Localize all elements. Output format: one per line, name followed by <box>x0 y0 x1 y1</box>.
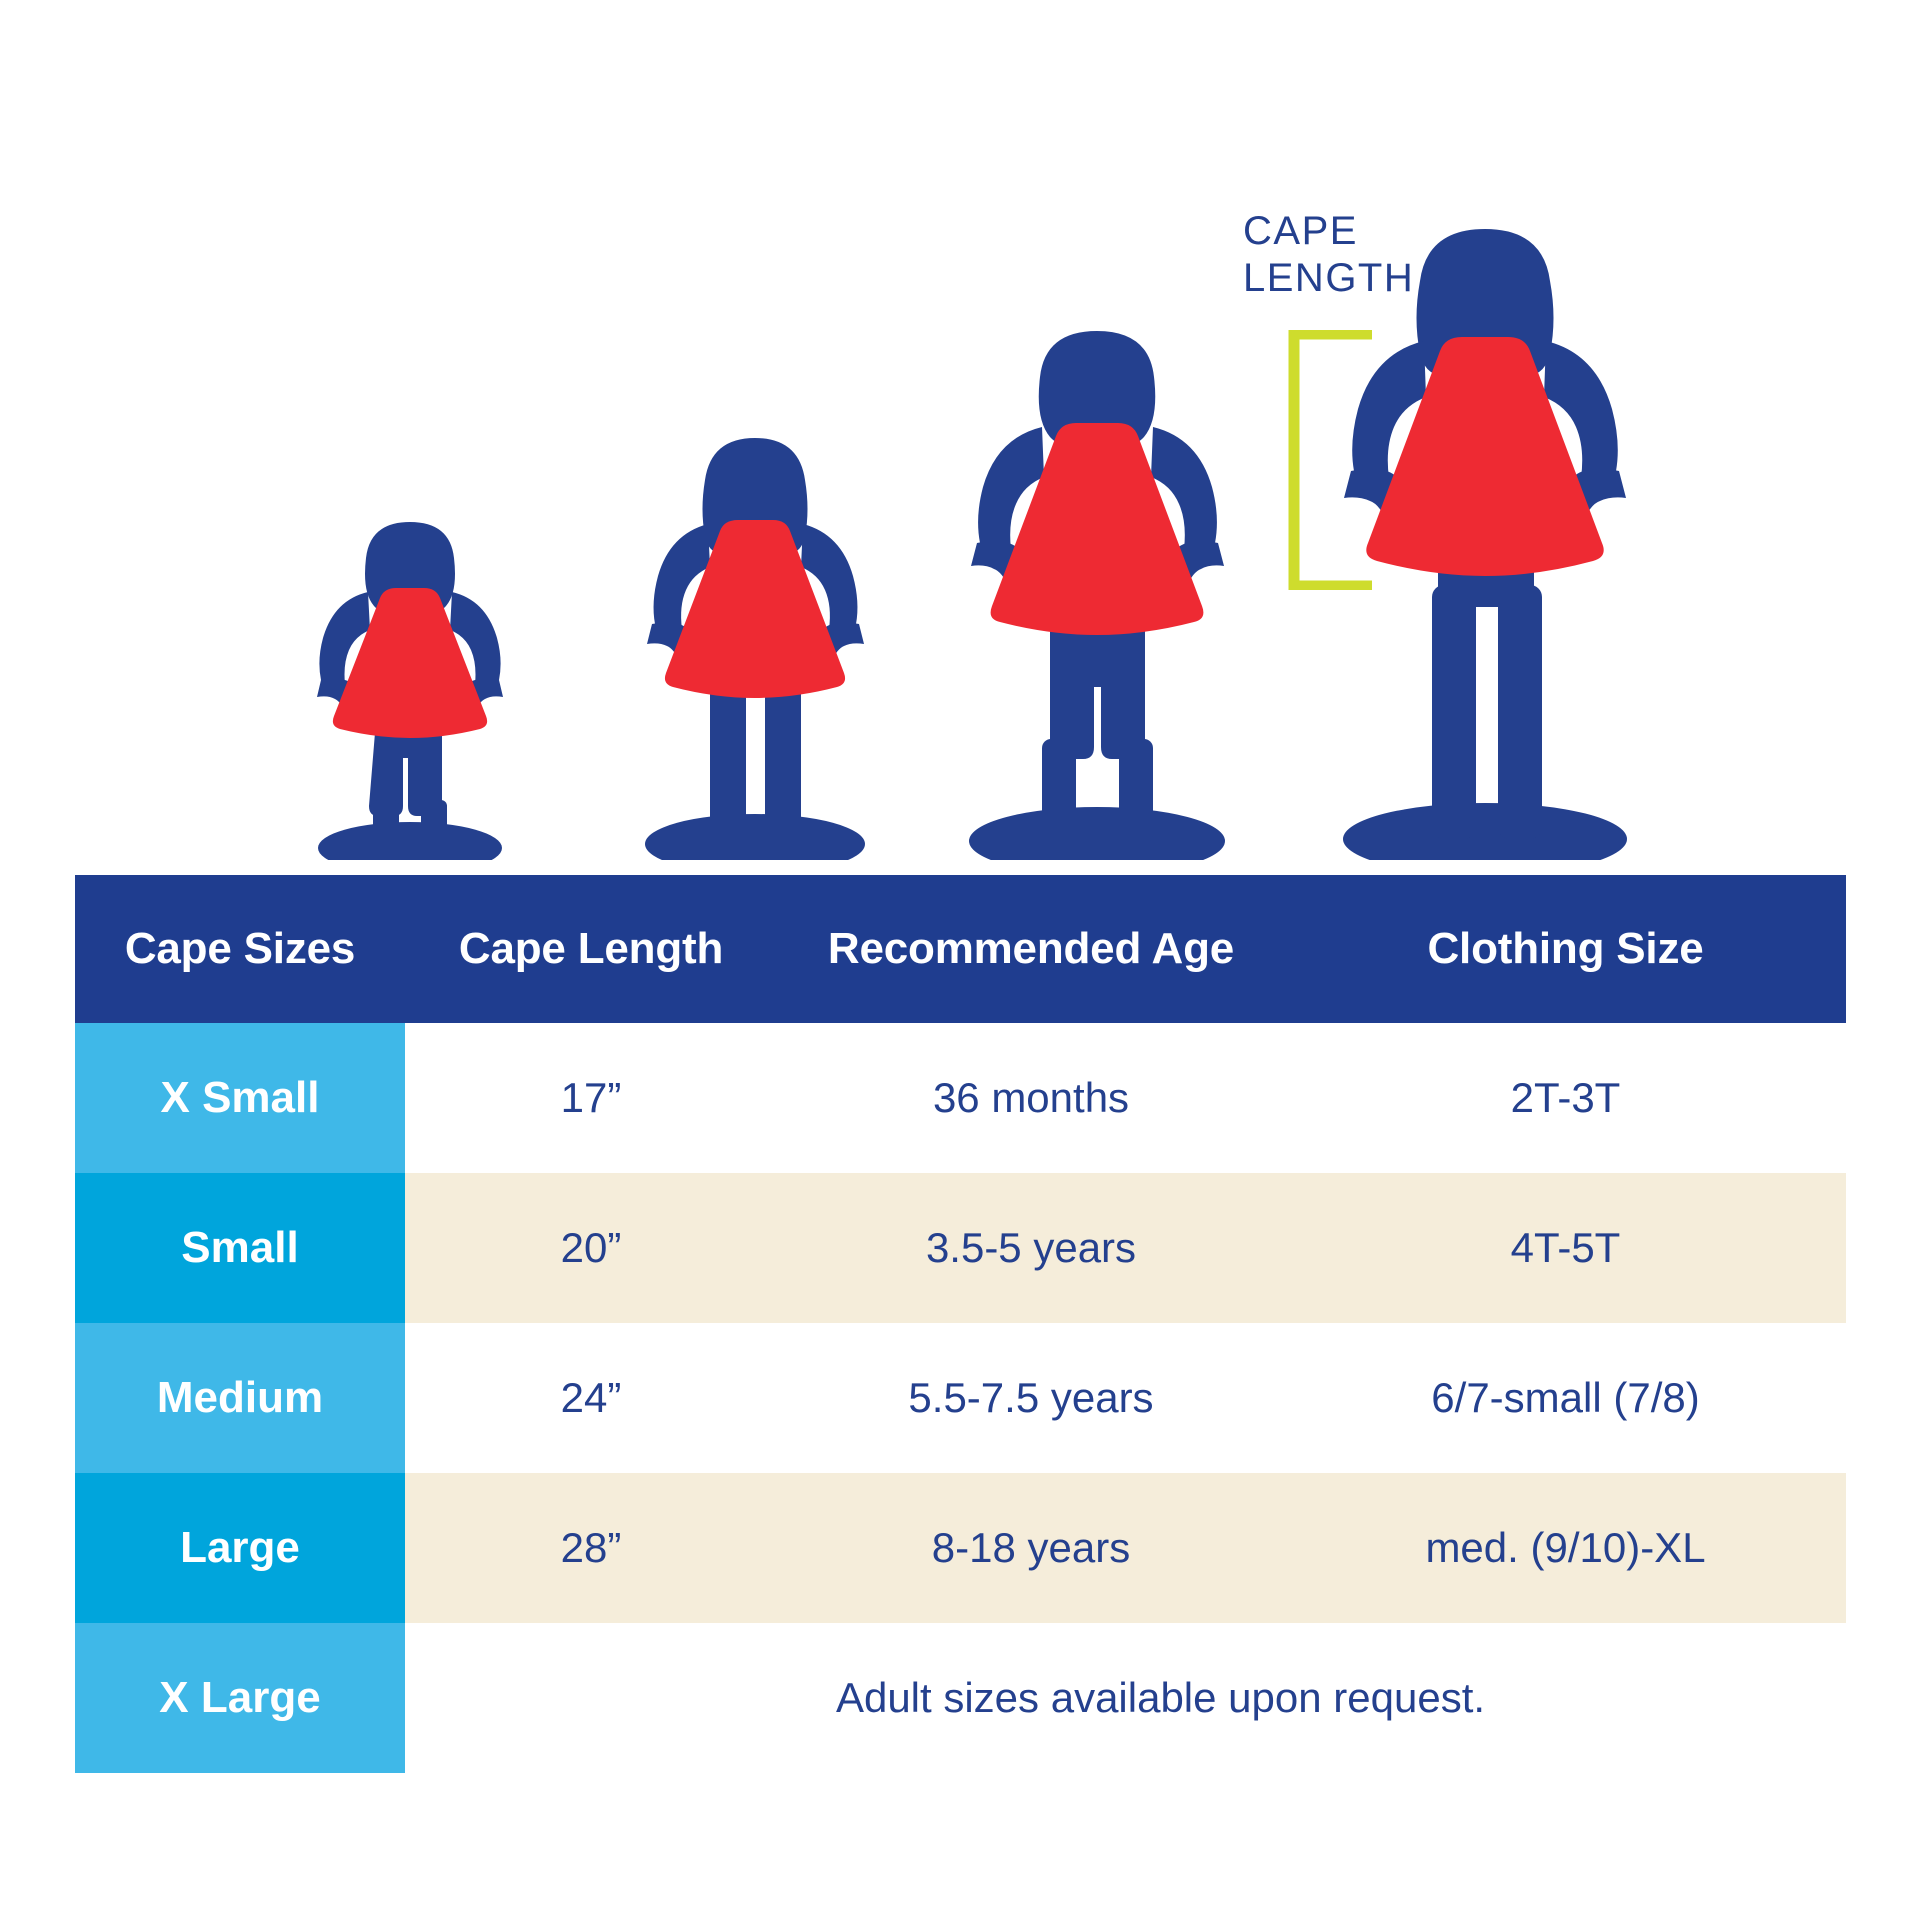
table-header-row: Cape Sizes Cape Length Recommended Age C… <box>75 875 1846 1023</box>
figure-illustration-band: CAPE LENGTH <box>0 0 1921 860</box>
cape-length-callout-label: CAPE LENGTH <box>1243 209 1415 301</box>
cell-clothing-size: 2T-3T <box>1510 1074 1621 1121</box>
cell-cape-size: Medium <box>75 1323 405 1473</box>
cell-clothing-size: med. (9/10)-XL <box>1425 1524 1706 1571</box>
cell-cape-length: 28” <box>560 1524 622 1571</box>
table-row: Medium 24” 5.5-7.5 years 6/7-small (7/8) <box>75 1323 1846 1473</box>
child-figure-large <box>1320 215 1650 860</box>
cell-cape-length: 20” <box>560 1224 622 1271</box>
cell-clothing-size: 6/7-small (7/8) <box>1431 1374 1700 1421</box>
column-header-recommended-age: Recommended Age <box>827 924 1235 973</box>
cell-cape-length: 24” <box>560 1374 622 1421</box>
child-figure-xsmall <box>300 500 520 860</box>
child-figure-medium <box>950 315 1245 860</box>
cell-cape-length: 17” <box>560 1074 622 1121</box>
column-header-cape-length: Cape Length <box>458 924 724 973</box>
cell-cape-size: Large <box>75 1473 405 1623</box>
cell-recommended-age: 5.5-7.5 years <box>908 1374 1154 1421</box>
cell-adult-sizes-note: Adult sizes available upon request. <box>835 1674 1486 1721</box>
child-figure-small <box>628 420 883 860</box>
cell-cape-size: Small <box>75 1173 405 1323</box>
column-header-cape-sizes: Cape Sizes <box>124 924 356 973</box>
cell-cape-size: X Small <box>75 1023 405 1173</box>
cape-length-bracket-icon <box>1288 330 1372 590</box>
cell-clothing-size: 4T-5T <box>1510 1224 1621 1271</box>
cell-recommended-age: 3.5-5 years <box>925 1224 1137 1271</box>
table-row-x-large: X Large Adult sizes available upon reque… <box>75 1623 1846 1773</box>
cell-cape-size: X Large <box>75 1623 405 1773</box>
table-row: Large 28” 8-18 years med. (9/10)-XL <box>75 1473 1846 1623</box>
cell-recommended-age: 8-18 years <box>931 1524 1131 1571</box>
table-row: X Small 17” 36 months 2T-3T <box>75 1023 1846 1173</box>
column-header-clothing-size: Clothing Size <box>1427 924 1704 973</box>
cell-recommended-age: 36 months <box>932 1074 1130 1121</box>
size-chart-table: Cape Sizes Cape Length Recommended Age C… <box>75 875 1846 1773</box>
table-row: Small 20” 3.5-5 years 4T-5T <box>75 1173 1846 1323</box>
